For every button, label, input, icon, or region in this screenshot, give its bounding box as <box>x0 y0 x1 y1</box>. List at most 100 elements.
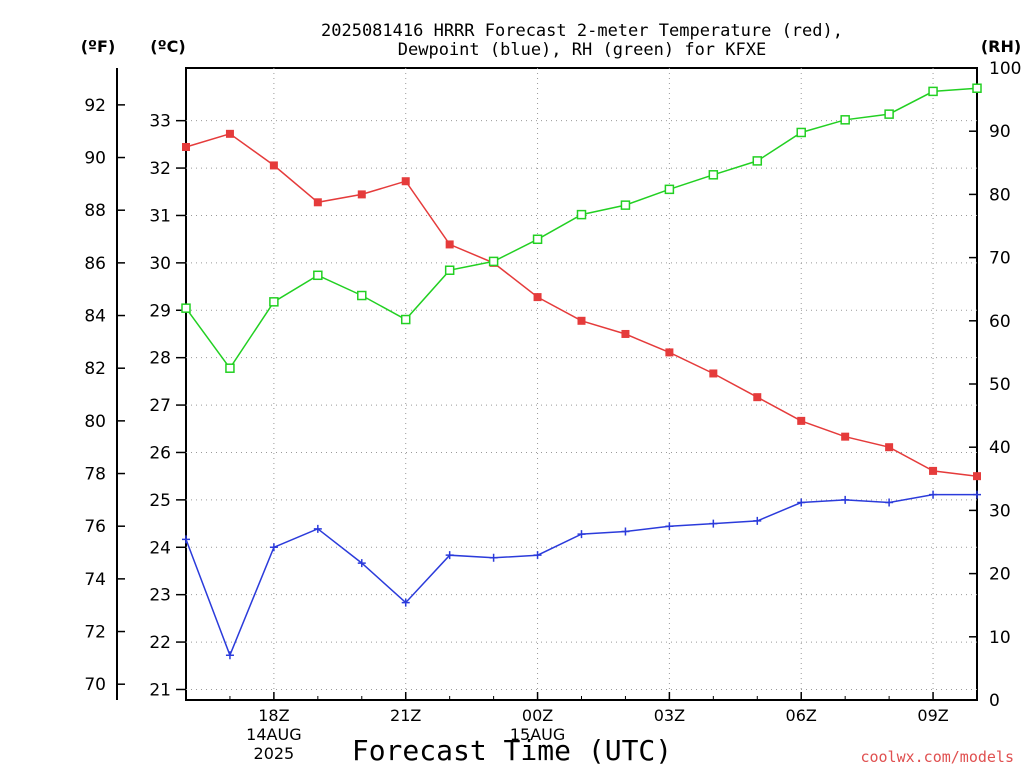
rh-point <box>752 156 763 166</box>
rh-point <box>532 234 543 245</box>
temperature-point <box>621 329 630 338</box>
series-dewpoint <box>182 490 981 660</box>
temperature-point <box>885 443 894 452</box>
temperature-point <box>929 466 938 475</box>
dewpoint-point <box>929 490 938 499</box>
temperature-point <box>577 316 586 325</box>
temperature-point <box>225 129 234 138</box>
dewpoint-point <box>973 490 981 499</box>
temperature-point <box>753 393 762 402</box>
dewpoint-point <box>753 516 762 525</box>
dewpoint-point <box>797 498 806 507</box>
temperature-point <box>445 240 454 249</box>
fahrenheit-tick-label: 70 <box>84 675 106 695</box>
unit-label-celsius: (ºC) <box>150 37 185 56</box>
celsius-tick-label: 28 <box>149 349 171 369</box>
celsius-tick-label: 21 <box>149 680 171 700</box>
x-tick-label: 18Z <box>258 706 289 725</box>
temperature-point <box>709 369 718 378</box>
rh-point <box>444 265 455 275</box>
temperature-point <box>313 198 322 207</box>
rh-tick-label: 100 <box>989 59 1021 79</box>
dewpoint-point <box>182 535 190 544</box>
watermark-text: coolwx.com/models <box>860 748 1014 766</box>
unit-label-fahrenheit: (ºF) <box>81 37 116 56</box>
rh-point <box>840 115 850 125</box>
celsius-tick-label: 32 <box>149 159 171 179</box>
dewpoint-point <box>489 553 498 562</box>
temperature-point <box>182 143 190 151</box>
fahrenheit-tick-label: 92 <box>84 96 106 116</box>
rh-point <box>972 83 982 93</box>
dewpoint-point <box>533 551 542 560</box>
series-rh <box>181 83 982 373</box>
rh-tick-label: 0 <box>989 691 1000 711</box>
dewpoint-point <box>225 651 234 660</box>
fahrenheit-tick-label: 80 <box>84 412 106 432</box>
rh-point <box>928 86 938 97</box>
series-temperature <box>182 129 981 481</box>
rh-tick-label: 20 <box>989 565 1011 585</box>
temperature-point <box>841 432 850 441</box>
x-tick-label: 03Z <box>654 706 685 725</box>
x-tick-label: 21Z <box>390 706 421 725</box>
series-line-rh <box>185 87 978 370</box>
rh-point <box>400 314 411 325</box>
temperature-point <box>269 161 278 170</box>
celsius-tick-label: 27 <box>149 396 171 416</box>
dewpoint-point <box>401 598 410 607</box>
dewpoint-point <box>445 551 454 560</box>
series-line-dewpoint <box>185 493 977 658</box>
axis-ticks: 21 22 23 24 25 26 27 28 29 30 31 32 33 70 72 74 76 78 80 82… <box>84 59 1021 763</box>
rh-tick-label: 40 <box>989 438 1011 458</box>
x-axis-title: Forecast Time (UTC) <box>352 734 672 767</box>
temperature-point <box>973 472 981 481</box>
x-tick-label: 06Z <box>786 706 817 725</box>
dewpoint-point <box>709 519 718 528</box>
dewpoint-point <box>313 524 322 533</box>
fahrenheit-tick-label: 72 <box>84 623 106 643</box>
celsius-tick-label: 24 <box>149 538 171 558</box>
rh-tick-label: 80 <box>989 185 1011 205</box>
fahrenheit-tick-label: 84 <box>84 307 106 327</box>
fahrenheit-tick-label: 82 <box>84 359 106 379</box>
fahrenheit-tick-label: 74 <box>84 570 106 590</box>
rh-point <box>884 109 894 119</box>
series-line-temperature <box>185 132 978 477</box>
dewpoint-point <box>357 559 366 568</box>
celsius-tick-label: 25 <box>149 491 171 511</box>
celsius-tick-label: 23 <box>149 586 171 606</box>
fahrenheit-tick-label: 88 <box>84 201 106 221</box>
rh-point <box>313 270 323 281</box>
rh-point <box>664 184 675 195</box>
rh-point <box>488 256 499 267</box>
x-tick-date-label: 14AUG <box>246 725 301 744</box>
fahrenheit-tick-label: 86 <box>84 254 106 274</box>
chart-title-line1: 2025081416 HRRR Forecast 2-meter Tempera… <box>321 21 843 41</box>
rh-point <box>708 170 719 180</box>
temperature-point <box>797 416 806 425</box>
rh-point <box>181 303 191 313</box>
rh-point <box>620 200 631 210</box>
temperature-point <box>401 177 410 186</box>
rh-tick-label: 60 <box>989 312 1011 332</box>
dewpoint-point <box>885 498 894 507</box>
x-tick-date-label: 15AUG <box>510 725 565 744</box>
plot-area-frame <box>185 67 978 701</box>
celsius-tick-label: 29 <box>149 301 171 321</box>
temperature-point <box>533 293 542 302</box>
fahrenheit-tick-label: 76 <box>84 517 106 537</box>
rh-tick-label: 30 <box>989 501 1011 521</box>
rh-point <box>796 127 806 138</box>
dewpoint-point <box>269 543 278 552</box>
x-tick-label: 00Z <box>522 706 553 725</box>
grid-lines <box>186 68 977 700</box>
temperature-point <box>665 348 674 357</box>
celsius-tick-label: 31 <box>149 206 171 226</box>
rh-point <box>357 290 367 301</box>
rh-tick-label: 70 <box>989 249 1011 269</box>
dewpoint-point <box>665 522 674 531</box>
celsius-tick-label: 33 <box>149 112 171 132</box>
rh-point <box>269 297 279 307</box>
